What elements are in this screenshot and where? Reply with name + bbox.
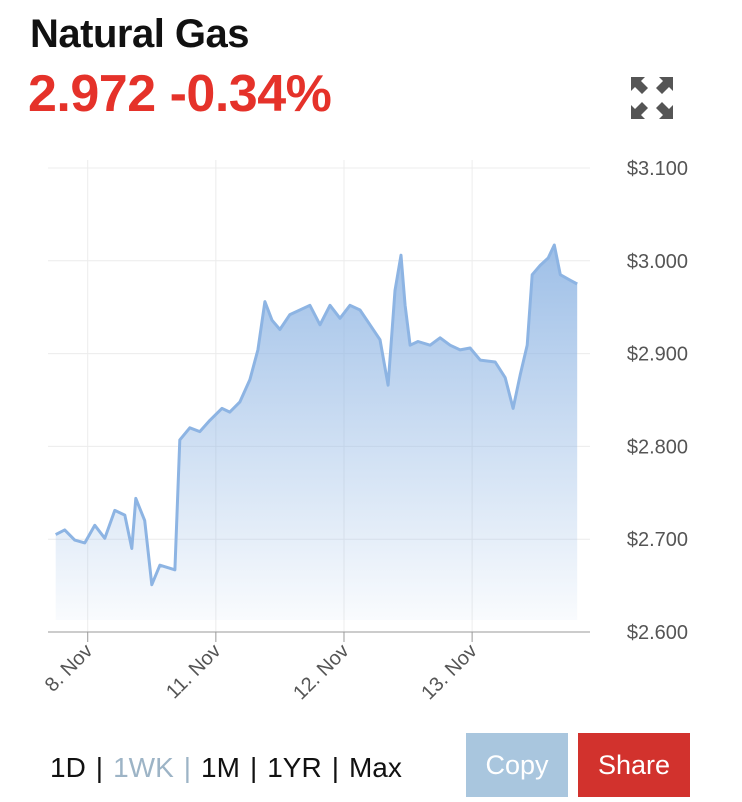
price: 2.972 -0.34%: [28, 64, 332, 124]
y-tick-label: $3.000: [627, 251, 688, 273]
y-tick-label: $2.600: [627, 622, 688, 644]
line: [55, 243, 578, 587]
y-tick-label: $2.900: [627, 344, 688, 366]
expand-icon[interactable]: [631, 77, 673, 119]
area: [55, 245, 578, 620]
price-value: 2.972: [28, 65, 156, 123]
y-tick-label: $2.700: [627, 529, 688, 551]
separator: |: [183, 752, 192, 783]
x-tick-label: 13. Nov: [417, 640, 481, 704]
separator: |: [95, 752, 104, 783]
y-tick-label: $3.100: [627, 158, 688, 180]
range-option[interactable]: 1YR: [267, 752, 322, 783]
range-option[interactable]: 1M: [201, 752, 240, 783]
range-option[interactable]: 1WK: [113, 752, 174, 783]
x-tick-label: 11. Nov: [162, 640, 225, 703]
copy-button[interactable]: Copy: [466, 733, 568, 797]
range-selector: 1D | 1WK | 1M | 1YR | Max: [50, 752, 402, 784]
separator: |: [331, 752, 339, 783]
price-change: -0.34%: [169, 65, 332, 123]
y-tick-label: $2.800: [627, 436, 688, 458]
separator: |: [249, 752, 258, 783]
title: Natural Gas: [30, 12, 250, 56]
chart: $2.600 $2.700 $2.800 $2.900 $3.000 $3.100 8. N…: [41, 77, 688, 704]
share-button[interactable]: Share: [578, 733, 690, 797]
x-tick-label: 8. Nov: [41, 640, 97, 696]
range-option[interactable]: 1D: [50, 752, 86, 783]
x-tick-label: 12. Nov: [289, 640, 353, 704]
range-option[interactable]: Max: [348, 752, 402, 783]
